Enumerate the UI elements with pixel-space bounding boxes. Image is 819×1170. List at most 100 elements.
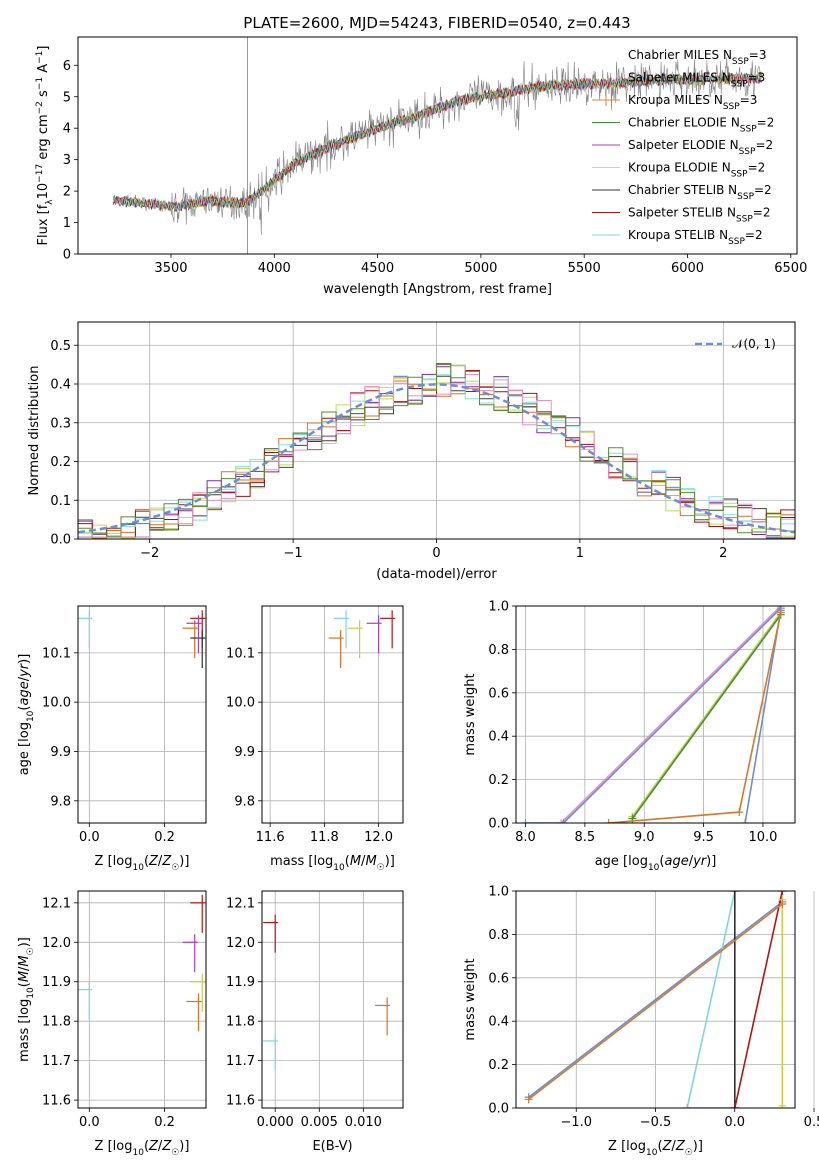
legend-entry-part: =2 xyxy=(745,228,763,242)
x-axis-label-part: Z xyxy=(148,854,159,869)
y-axis-label-part: A xyxy=(36,64,51,77)
x-axis-label: E(B-V) xyxy=(312,1139,352,1154)
weight-marker xyxy=(778,900,787,909)
y-axis-label-part: M xyxy=(17,955,32,966)
y-tick-label: 12.1 xyxy=(226,896,255,911)
weight-marker xyxy=(735,808,744,817)
y-tick-label: 11.7 xyxy=(226,1054,255,1069)
legend-entry-part: SSP xyxy=(740,125,757,135)
weight-line xyxy=(744,610,782,823)
legend-entry-part: =2 xyxy=(754,183,772,197)
weight-marker xyxy=(741,819,750,823)
legend-entry-part: Chabrier MILES N xyxy=(628,48,732,62)
y-tick-label: 5 xyxy=(63,90,71,105)
y-tick-label: 11.6 xyxy=(42,1094,71,1109)
x-axis-label-part: ( xyxy=(144,1139,149,1154)
y-axis-label-part: s xyxy=(36,90,51,101)
legend-entry: Chabrier STELIB NSSP=2 xyxy=(628,183,772,202)
x-axis-label-part: ( xyxy=(144,854,149,869)
y-tick-label: 9.8 xyxy=(50,794,71,809)
x-tick-label: 1 xyxy=(576,546,584,561)
x-axis-label-part: Z xyxy=(675,1139,686,1154)
plot-area xyxy=(112,37,762,254)
legend-entry: Chabrier ELODIE NSSP=2 xyxy=(628,116,774,135)
y-axis-label-part: / xyxy=(17,676,32,681)
y-tick-label: 10.1 xyxy=(226,646,255,661)
x-tick-label: 6500 xyxy=(774,261,807,276)
legend-entry: Chabrier MILES NSSP=3 xyxy=(628,48,766,67)
x-axis-label-part: ( xyxy=(345,854,350,869)
legend-entry-part: Salpeter STELIB N xyxy=(628,206,736,220)
x-axis-label-part: 10 xyxy=(132,1148,144,1158)
y-tick-label: 0.0 xyxy=(488,817,509,832)
x-axis-label: Z [log10(Z/Z☉)] xyxy=(95,854,190,873)
legend-entry-part: SSP xyxy=(739,147,756,157)
y-axis-label-part: age [log xyxy=(17,722,32,775)
x-axis-label-part: Z [log xyxy=(608,1139,646,1154)
y-tick-label: 3 xyxy=(63,153,71,168)
histogram-series xyxy=(78,364,795,537)
y-tick-label: 9.9 xyxy=(50,745,71,760)
x-axis-label-part: age [log xyxy=(595,854,648,869)
y-tick-label: 9.9 xyxy=(234,745,255,760)
x-tick-label: 5000 xyxy=(464,261,497,276)
histogram-series xyxy=(78,374,795,538)
y-tick-label: 0.3 xyxy=(50,416,71,431)
y-tick-label: 11.8 xyxy=(42,1015,71,1030)
legend-entry-part: SSP xyxy=(731,80,748,90)
x-axis-label-part: ☉ xyxy=(377,863,385,873)
figure-title: PLATE=2600, MJD=54243, FIBERID=0540, z=0… xyxy=(243,14,630,32)
x-axis-label-part: 10 xyxy=(132,863,144,873)
x-tick-label: −1.0 xyxy=(560,1115,592,1130)
x-tick-label: 12.0 xyxy=(364,830,393,845)
x-axis-label-part: / xyxy=(671,1139,676,1154)
y-tick-label: 0.1 xyxy=(50,494,71,509)
x-axis-label-part: yr xyxy=(692,854,708,869)
y-axis-label-part: ] xyxy=(36,46,51,51)
y-axis-label: mass weight xyxy=(463,673,478,755)
x-axis-label: wavelength [Angstrom, rest frame] xyxy=(323,282,552,297)
weight-marker xyxy=(559,819,568,823)
y-axis-label-part: age xyxy=(17,681,32,705)
y-axis-label-part: ( xyxy=(17,706,32,711)
axes-frame xyxy=(77,605,207,824)
legend-entry-part: =2 xyxy=(753,206,771,220)
y-tick-label: 0.2 xyxy=(488,773,509,788)
x-axis-label-part: Z xyxy=(161,1139,172,1154)
y-tick-label: 11.6 xyxy=(226,1094,255,1109)
y-tick-label: 0.5 xyxy=(50,339,71,354)
axes-frame xyxy=(77,36,798,255)
axes-frame xyxy=(77,890,207,1109)
y-axis-label-part: 10 xyxy=(36,183,51,200)
legend-entry-part: SSP xyxy=(728,237,745,247)
x-tick-label: 9.5 xyxy=(693,830,714,845)
y-tick-label: 1 xyxy=(63,216,71,231)
x-axis-label-part: )] xyxy=(385,854,395,869)
axes-frame xyxy=(261,890,404,1109)
axes-frame xyxy=(77,321,796,540)
y-tick-label: 0 xyxy=(63,248,71,263)
weight-marker xyxy=(730,1104,739,1108)
weight-marker xyxy=(778,1101,787,1108)
y-tick-label: 0.6 xyxy=(488,686,509,701)
x-axis-label-part: 10 xyxy=(648,863,660,873)
x-tick-label: 6000 xyxy=(671,261,704,276)
weight-line xyxy=(528,901,783,1098)
y-tick-label: 4 xyxy=(63,122,71,137)
mass-vs-ebv-panel: 0.000 0.005 0.010 11.6 11.7 11.8 11.9 12.0 12.1 E… xyxy=(226,890,404,1154)
legend-entry: Kroupa ELODIE NSSP=2 xyxy=(628,161,765,180)
y-axis-label-part: / xyxy=(17,966,32,971)
legend-entry-part: =2 xyxy=(755,138,773,152)
y-axis-label-part: −2 xyxy=(35,101,45,114)
x-tick-label: 2 xyxy=(719,546,727,561)
legend-entry-part: Kroupa ELODIE N xyxy=(628,161,731,175)
y-tick-label: 0.2 xyxy=(50,455,71,470)
x-axis-label-part: )] xyxy=(706,854,716,869)
x-axis-label-part: M xyxy=(365,854,376,869)
y-tick-label: 0.8 xyxy=(488,643,509,658)
axes-frame xyxy=(261,605,404,824)
y-tick-label: 11.8 xyxy=(226,1015,255,1030)
weight-marker xyxy=(557,819,566,823)
x-axis-label: Z [log10(Z/Z☉)] xyxy=(608,1139,703,1158)
y-tick-label: 0.4 xyxy=(50,378,71,393)
